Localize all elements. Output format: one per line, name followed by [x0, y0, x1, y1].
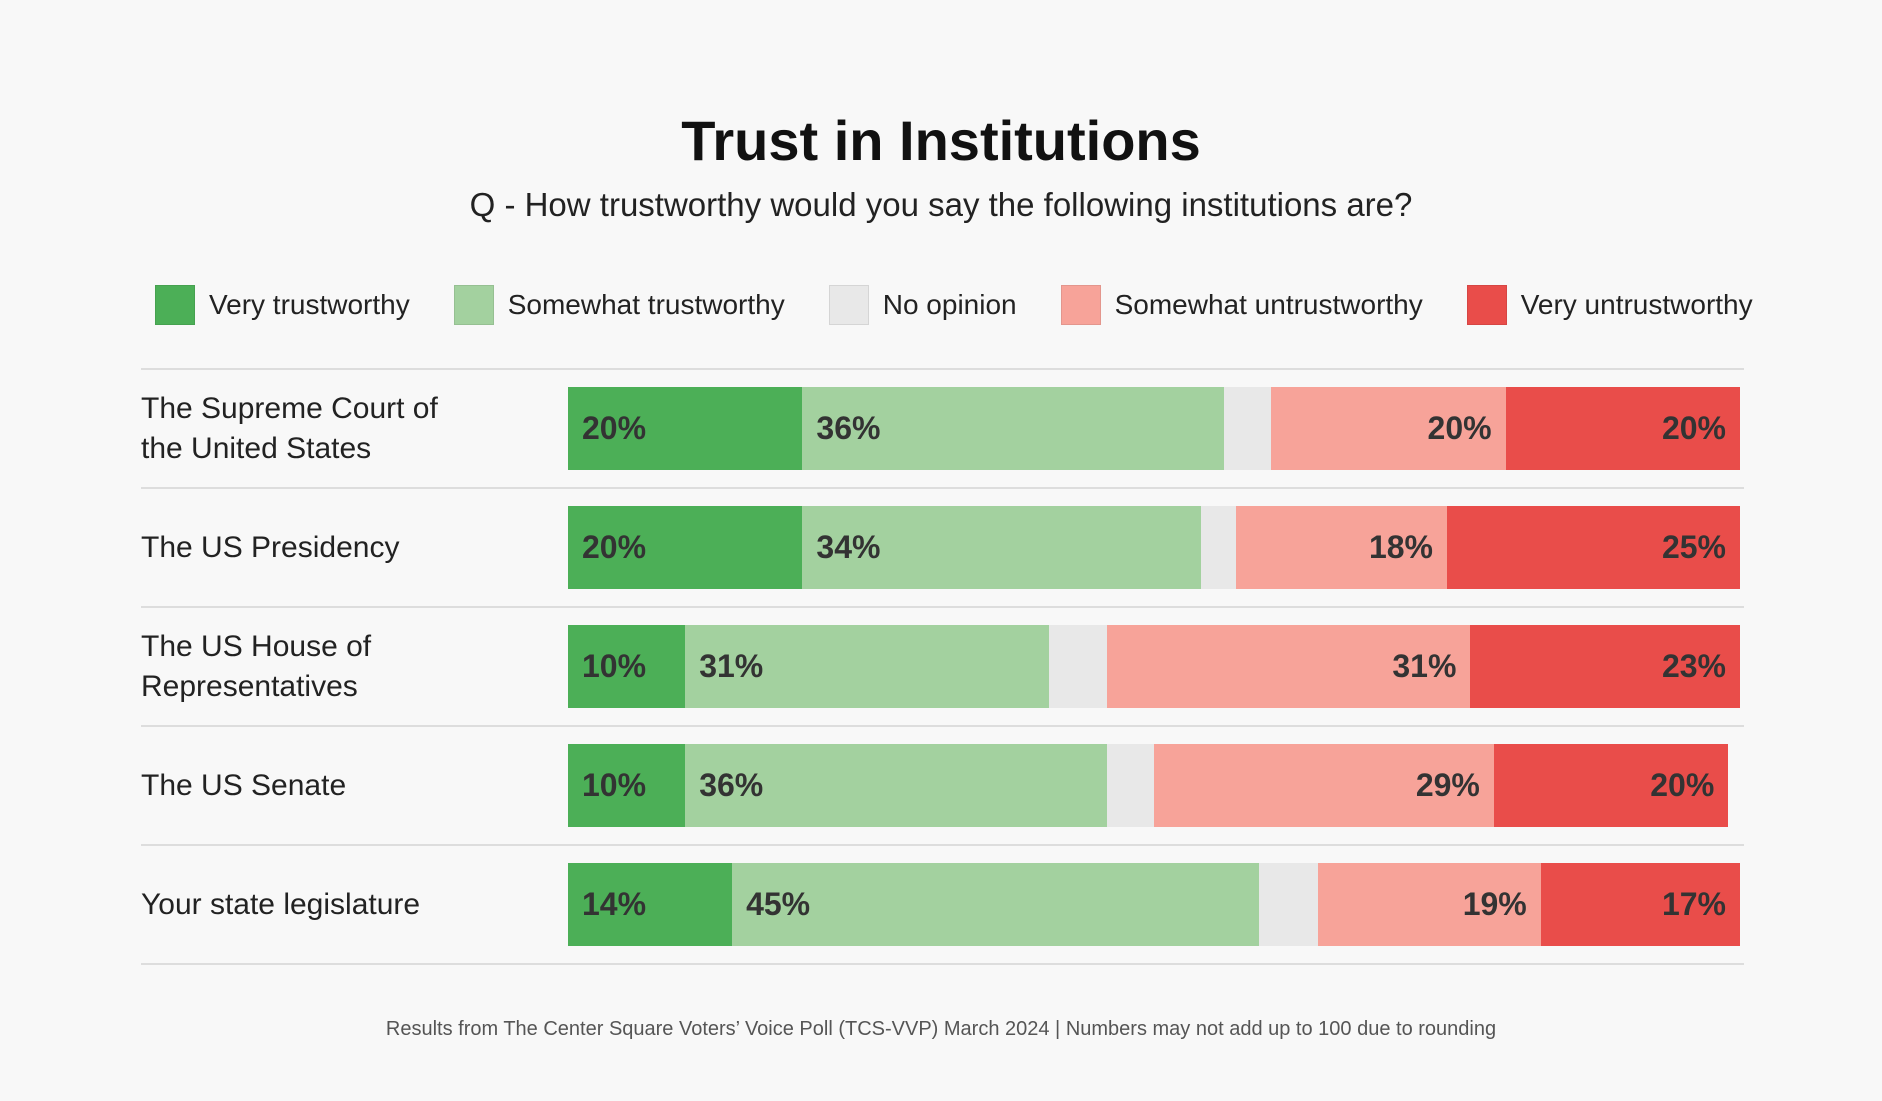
footer-note: Results from The Center Square Voters’ V… [385, 1018, 1497, 1040]
stacked-bar: 10% 31% 31% 23% [568, 625, 1740, 708]
bar-segment: 31% [1107, 625, 1471, 708]
data-label: 36% [699, 767, 764, 803]
bar-segment: 20% [568, 387, 803, 470]
chart-row: The US Senate 10% 36% 29% 20% [141, 727, 1744, 846]
legend-swatch [828, 285, 869, 325]
bar-segment [1224, 387, 1272, 470]
stacked-bar: 14% 45% 19% 17% [568, 863, 1740, 946]
stacked-bar: 20% 36% 20% 20% [568, 387, 1740, 470]
category-label: The US Senate [141, 768, 347, 802]
data-label: 31% [699, 648, 764, 684]
data-label: 14% [582, 886, 647, 922]
data-label: 18% [1368, 529, 1433, 565]
data-label: 29% [1415, 767, 1480, 803]
stacked-bar: 20% 34% 18% 25% [568, 506, 1740, 589]
bar-segment: 31% [685, 625, 1049, 708]
data-label: 20% [582, 410, 647, 446]
bar-segment: 18% [1236, 506, 1447, 589]
bar-segment: 20% [1271, 387, 1506, 470]
bar-segment: 20% [568, 506, 803, 589]
bar-segment: 45% [732, 863, 1260, 946]
legend: Very trustworthy Somewhat trustworthy No o… [155, 285, 1797, 325]
legend-item: Very untrustworthy [1466, 285, 1753, 325]
data-label: 10% [582, 648, 647, 684]
data-label: 10% [582, 767, 647, 803]
chart-row: The US Presidency 20% 34% 18% 25% [141, 489, 1744, 608]
legend-swatch [1466, 285, 1507, 325]
category-label: Your state legislature [141, 887, 421, 921]
legend-swatch [453, 285, 494, 325]
chart-row: The US House of Representatives 10% 31% 31%… [141, 608, 1744, 727]
bar-segment: 20% [1493, 744, 1729, 827]
bar-segment [1107, 744, 1154, 827]
data-label: 20% [1650, 767, 1715, 803]
data-label: 20% [1661, 410, 1726, 446]
legend-item: Somewhat untrustworthy [1060, 285, 1423, 325]
bar-segment: 17% [1540, 863, 1740, 946]
legend-label: No opinion [882, 289, 1017, 320]
bar-segment: 29% [1154, 744, 1494, 827]
data-label: 23% [1661, 648, 1726, 684]
data-label: 19% [1462, 886, 1527, 922]
legend-item: Very trustworthy [155, 285, 410, 325]
legend-label: Somewhat trustworthy [507, 289, 785, 320]
bar-segment: 14% [568, 863, 733, 946]
legend-label: Somewhat untrustworthy [1114, 289, 1423, 320]
legend-item: No opinion [828, 285, 1017, 325]
data-label: 45% [746, 886, 811, 922]
bar-segment: 20% [1505, 387, 1740, 470]
bar-segment: 10% [568, 744, 686, 827]
legend-swatch [1060, 285, 1101, 325]
chart-row: Your state legislature 14% 45% 19% 17% [141, 846, 1744, 965]
chart-row: The Supreme Court of the United States 20… [141, 370, 1744, 489]
data-label: 20% [582, 529, 647, 565]
data-label: 34% [816, 529, 881, 565]
legend-label: Very untrustworthy [1520, 289, 1753, 320]
bar-segment: 23% [1470, 625, 1740, 708]
data-label: 31% [1392, 648, 1457, 684]
bar-segment [1048, 625, 1108, 708]
category-label: The US House of Representatives [141, 629, 372, 703]
bar-segment [1259, 863, 1319, 946]
bar-segment: 25% [1447, 506, 1740, 589]
legend-label: Very trustworthy [209, 289, 410, 320]
bar-segment: 34% [802, 506, 1201, 589]
bar-segment: 36% [685, 744, 1108, 827]
bar-segment: 10% [568, 625, 686, 708]
bar-segment: 19% [1318, 863, 1541, 946]
bar-segment: 36% [802, 387, 1225, 470]
data-label: 17% [1661, 886, 1726, 922]
legend-item: Somewhat trustworthy [453, 285, 785, 325]
chart-subtitle: Q - How trustworthy would you say the fo… [469, 186, 1413, 223]
stacked-bar: 10% 36% 29% 20% [568, 744, 1740, 827]
bar-chart: The Supreme Court of the United States 20… [141, 368, 1744, 965]
data-label: 20% [1427, 410, 1492, 446]
category-label: The US Presidency [141, 530, 400, 564]
data-label: 25% [1661, 529, 1726, 565]
category-label: The Supreme Court of the United States [141, 391, 438, 465]
bar-segment [1200, 506, 1237, 589]
legend-swatch [155, 285, 195, 325]
data-label: 36% [816, 410, 881, 446]
chart-title: Trust in Institutions [681, 109, 1201, 172]
